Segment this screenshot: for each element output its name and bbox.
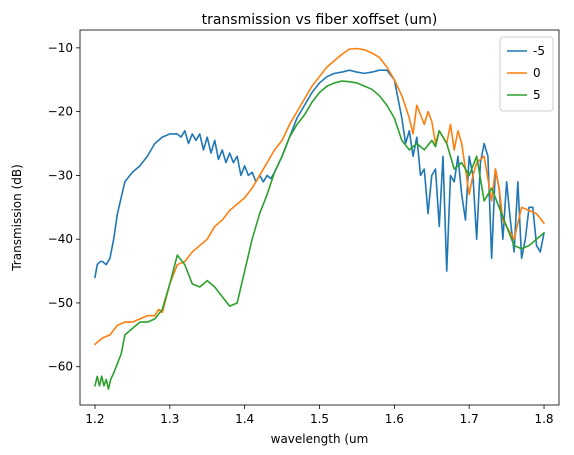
x-tick-label: 1.7 (460, 412, 479, 426)
y-tick-label: −30 (48, 168, 73, 182)
y-axis: −60 −50 −40 −30 −20 −10 (48, 41, 80, 374)
x-tick-label: 1.4 (235, 412, 254, 426)
y-tick-label: −20 (48, 105, 73, 119)
y-tick-label: −10 (48, 41, 73, 55)
legend: -5 0 5 (499, 36, 554, 112)
series-line-2 (94, 80, 545, 390)
x-tick-label: 1.3 (160, 412, 179, 426)
series-line-1 (94, 47, 545, 346)
plot-area (94, 47, 545, 390)
x-axis: 1.2 1.3 1.4 1.5 1.6 1.7 1.8 (85, 405, 554, 426)
y-tick-label: −50 (48, 296, 73, 310)
y-tick-label: −60 (48, 360, 73, 374)
x-tick-label: 1.2 (85, 412, 104, 426)
x-tick-label: 1.8 (534, 412, 553, 426)
y-axis-label: Transmission (dB) (10, 164, 24, 272)
x-tick-label: 1.5 (310, 412, 329, 426)
y-tick-label: −40 (48, 232, 73, 246)
chart-title: transmission vs fiber xoffset (um) (202, 12, 438, 28)
x-axis-label: wavelength (um (271, 432, 369, 446)
legend-label-2: 5 (533, 88, 541, 102)
legend-label-1: 0 (533, 66, 541, 80)
series-line-0 (94, 69, 545, 279)
legend-label-0: -5 (533, 44, 545, 58)
series-layer (94, 47, 545, 390)
legend-box (499, 36, 554, 112)
x-tick-label: 1.6 (385, 412, 404, 426)
